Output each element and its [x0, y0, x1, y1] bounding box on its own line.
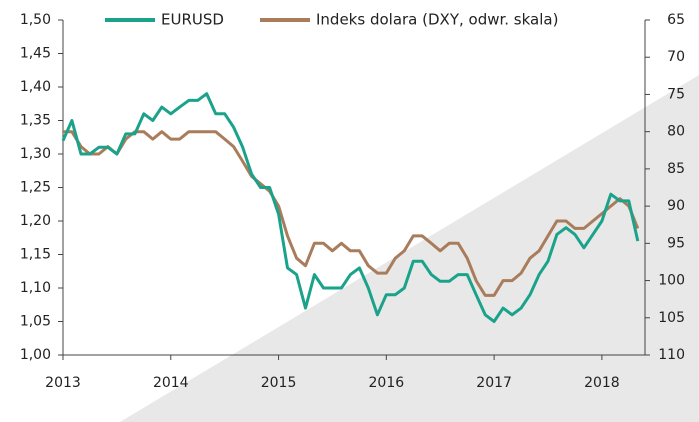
y-tick-label: 1,00: [20, 347, 51, 363]
y-tick-label: 1,25: [20, 180, 51, 196]
legend-label: EURUSD: [161, 11, 224, 29]
x-tick-label: 2018: [584, 375, 620, 391]
y2-tick-label: 85: [667, 161, 685, 177]
y-tick-label: 1,10: [20, 280, 51, 296]
y-tick-label: 1,30: [20, 146, 51, 162]
background-shape: [120, 75, 699, 422]
y2-tick-label: 110: [658, 347, 685, 363]
y-tick-label: 1,50: [20, 12, 51, 28]
y2-tick-label: 75: [667, 86, 685, 102]
y2-tick-label: 65: [667, 12, 685, 28]
x-tick-label: 2015: [261, 375, 297, 391]
y2-tick-label: 70: [667, 49, 685, 65]
x-tick-label: 2016: [369, 375, 405, 391]
y-tick-label: 1,05: [20, 314, 51, 330]
series-line: [61, 92, 640, 323]
y-tick-label: 1,35: [20, 113, 51, 129]
y2-tick-label: 80: [667, 124, 685, 140]
x-tick-label: 2014: [153, 375, 189, 391]
series-line: [63, 130, 640, 297]
y2-tick-label: 100: [658, 273, 685, 289]
y-tick-label: 1,40: [20, 79, 51, 95]
y-tick-label: 1,15: [20, 247, 51, 263]
y2-tick-label: 95: [667, 235, 685, 251]
y2-tick-label: 90: [667, 198, 685, 214]
x-tick-label: 2017: [476, 375, 512, 391]
y2-tick-label: 105: [658, 310, 685, 326]
x-tick-label: 2013: [45, 375, 81, 391]
legend-label: Indeks dolara (DXY, odwr. skala): [316, 11, 558, 29]
y-tick-label: 1,20: [20, 213, 51, 229]
y-tick-label: 1,45: [20, 46, 51, 62]
